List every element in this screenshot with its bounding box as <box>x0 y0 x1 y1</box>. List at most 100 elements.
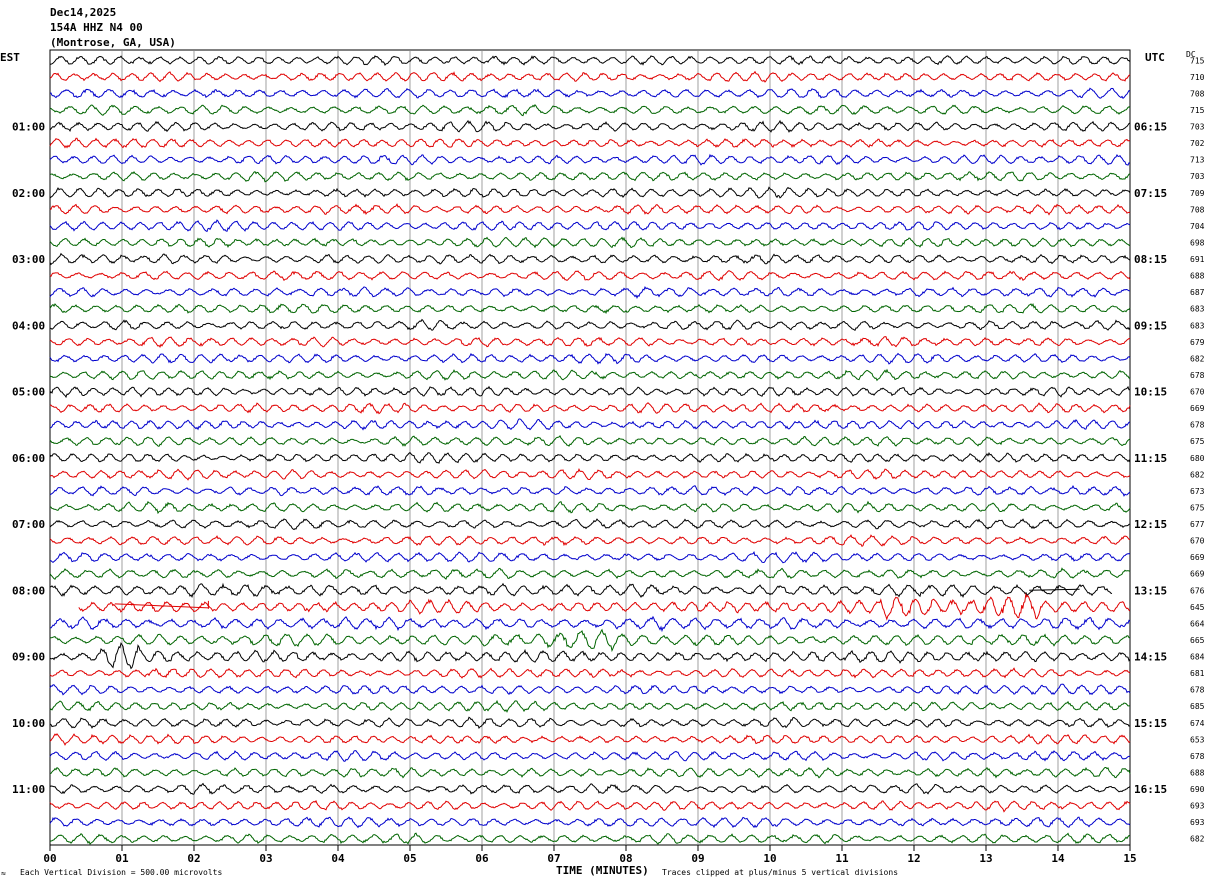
dc-offset-label: 669 <box>1190 553 1205 562</box>
seismic-trace <box>49 699 1131 713</box>
seismic-trace <box>49 137 1131 149</box>
dc-offset-label: 665 <box>1190 636 1205 645</box>
left-hour-label: 07:00 <box>12 518 45 531</box>
dc-offset-label: 670 <box>1190 388 1205 397</box>
right-hour-label: 14:15 <box>1134 651 1167 664</box>
dc-offset-label: 687 <box>1190 288 1205 297</box>
header-station: 154A HHZ N4 00 <box>50 21 143 34</box>
right-hour-label: 11:15 <box>1134 452 1167 465</box>
gap-line <box>114 603 209 609</box>
dc-offset-label: 679 <box>1190 338 1205 347</box>
seismic-trace <box>49 582 1113 599</box>
dc-offset-label: 708 <box>1190 205 1205 214</box>
seismic-trace <box>49 733 1131 746</box>
dc-offset-label: 669 <box>1190 570 1205 579</box>
seismic-trace <box>49 402 1131 415</box>
dc-offset-label: 678 <box>1190 421 1205 430</box>
seismic-trace <box>49 252 1131 266</box>
seismic-trace <box>49 170 1131 183</box>
seismic-trace <box>49 236 1131 249</box>
seismic-trace <box>49 667 1131 679</box>
dc-offset-label: 682 <box>1190 835 1205 844</box>
left-hour-label: 05:00 <box>12 386 45 399</box>
x-tick-label: 06 <box>475 852 489 865</box>
x-tick-label: 05 <box>403 852 416 865</box>
seismic-trace <box>49 628 1131 653</box>
dc-offset-label: 664 <box>1190 619 1205 628</box>
dc-offset-label: 702 <box>1190 139 1205 148</box>
seismic-trace <box>49 318 1131 332</box>
seismic-trace <box>49 534 1131 548</box>
dc-offset-label: 688 <box>1190 768 1205 777</box>
left-hour-label: 03:00 <box>12 253 45 266</box>
seismic-trace <box>49 832 1131 845</box>
x-tick-label: 04 <box>331 852 345 865</box>
right-hour-label: 06:15 <box>1134 121 1167 134</box>
dc-offset-label: 676 <box>1190 586 1205 595</box>
x-tick-label: 00 <box>43 852 56 865</box>
seismic-trace <box>49 615 1131 633</box>
dc-offset-label: 703 <box>1190 172 1205 181</box>
dc-offset-label: 675 <box>1190 503 1205 512</box>
left-timezone-label: EST <box>0 51 20 64</box>
gap-line <box>1029 588 1080 591</box>
dc-offset-label: 691 <box>1190 255 1205 264</box>
right-timezone-label: UTC <box>1145 51 1165 64</box>
scale-note: Each Vertical Division = 500.00 microvol… <box>20 868 223 877</box>
right-hour-label: 09:15 <box>1134 319 1167 332</box>
left-hour-label: 04:00 <box>12 319 45 332</box>
dc-offset-label: 682 <box>1190 354 1205 363</box>
dc-offset-label: 703 <box>1190 123 1205 132</box>
seismic-trace <box>49 70 1131 83</box>
seismic-trace <box>49 782 1131 795</box>
seismic-trace <box>49 451 1131 464</box>
seismic-trace <box>49 103 1131 117</box>
x-tick-label: 03 <box>259 852 272 865</box>
left-hour-label: 09:00 <box>12 651 45 664</box>
dc-offset-label: 669 <box>1190 404 1205 413</box>
dc-offset-label: 698 <box>1190 238 1205 247</box>
dc-label: DC <box>1186 50 1196 59</box>
left-hour-label: 01:00 <box>12 121 45 134</box>
dc-offset-label: 677 <box>1190 520 1205 529</box>
seismic-trace <box>49 567 1131 580</box>
seismic-trace <box>49 352 1131 365</box>
seismic-trace <box>49 270 1131 282</box>
seismic-trace <box>49 468 1131 481</box>
corner-mark: ≈ <box>1 869 6 878</box>
dc-offset-label: 678 <box>1190 686 1205 695</box>
x-tick-label: 15 <box>1123 852 1136 865</box>
seismic-trace <box>49 551 1131 564</box>
seismic-trace <box>78 592 1131 621</box>
x-tick-label: 11 <box>835 852 849 865</box>
left-hour-label: 10:00 <box>12 717 45 730</box>
right-hour-label: 08:15 <box>1134 253 1167 266</box>
x-tick-label: 10 <box>763 852 776 865</box>
x-tick-label: 09 <box>691 852 704 865</box>
seismic-trace <box>49 219 1131 233</box>
seismic-trace <box>49 153 1131 166</box>
right-hour-label: 10:15 <box>1134 386 1167 399</box>
dc-offset-label: 653 <box>1190 735 1205 744</box>
dc-offset-label: 674 <box>1190 719 1205 728</box>
seismic-trace <box>49 418 1131 431</box>
seismic-trace <box>49 750 1131 762</box>
x-axis-label: TIME (MINUTES) <box>556 864 649 877</box>
right-hour-label: 13:15 <box>1134 584 1167 597</box>
seismic-trace <box>49 716 1131 729</box>
dc-offset-label: 670 <box>1190 537 1205 546</box>
seismic-trace <box>49 683 1131 696</box>
dc-offset-label: 681 <box>1190 669 1205 678</box>
x-tick-label: 14 <box>1051 852 1065 865</box>
seismic-trace <box>49 285 1131 299</box>
seismic-trace <box>49 55 1131 66</box>
clip-note: Traces clipped at plus/minus 5 vertical … <box>662 868 899 877</box>
dc-offset-label: 690 <box>1190 785 1205 794</box>
header-location: (Montrose, GA, USA) <box>50 36 176 49</box>
dc-offset-label: 678 <box>1190 371 1205 380</box>
x-tick-label: 01 <box>115 852 129 865</box>
dc-offset-label: 715 <box>1190 56 1205 65</box>
dc-offset-label: 693 <box>1190 818 1205 827</box>
seismic-trace <box>49 87 1131 100</box>
